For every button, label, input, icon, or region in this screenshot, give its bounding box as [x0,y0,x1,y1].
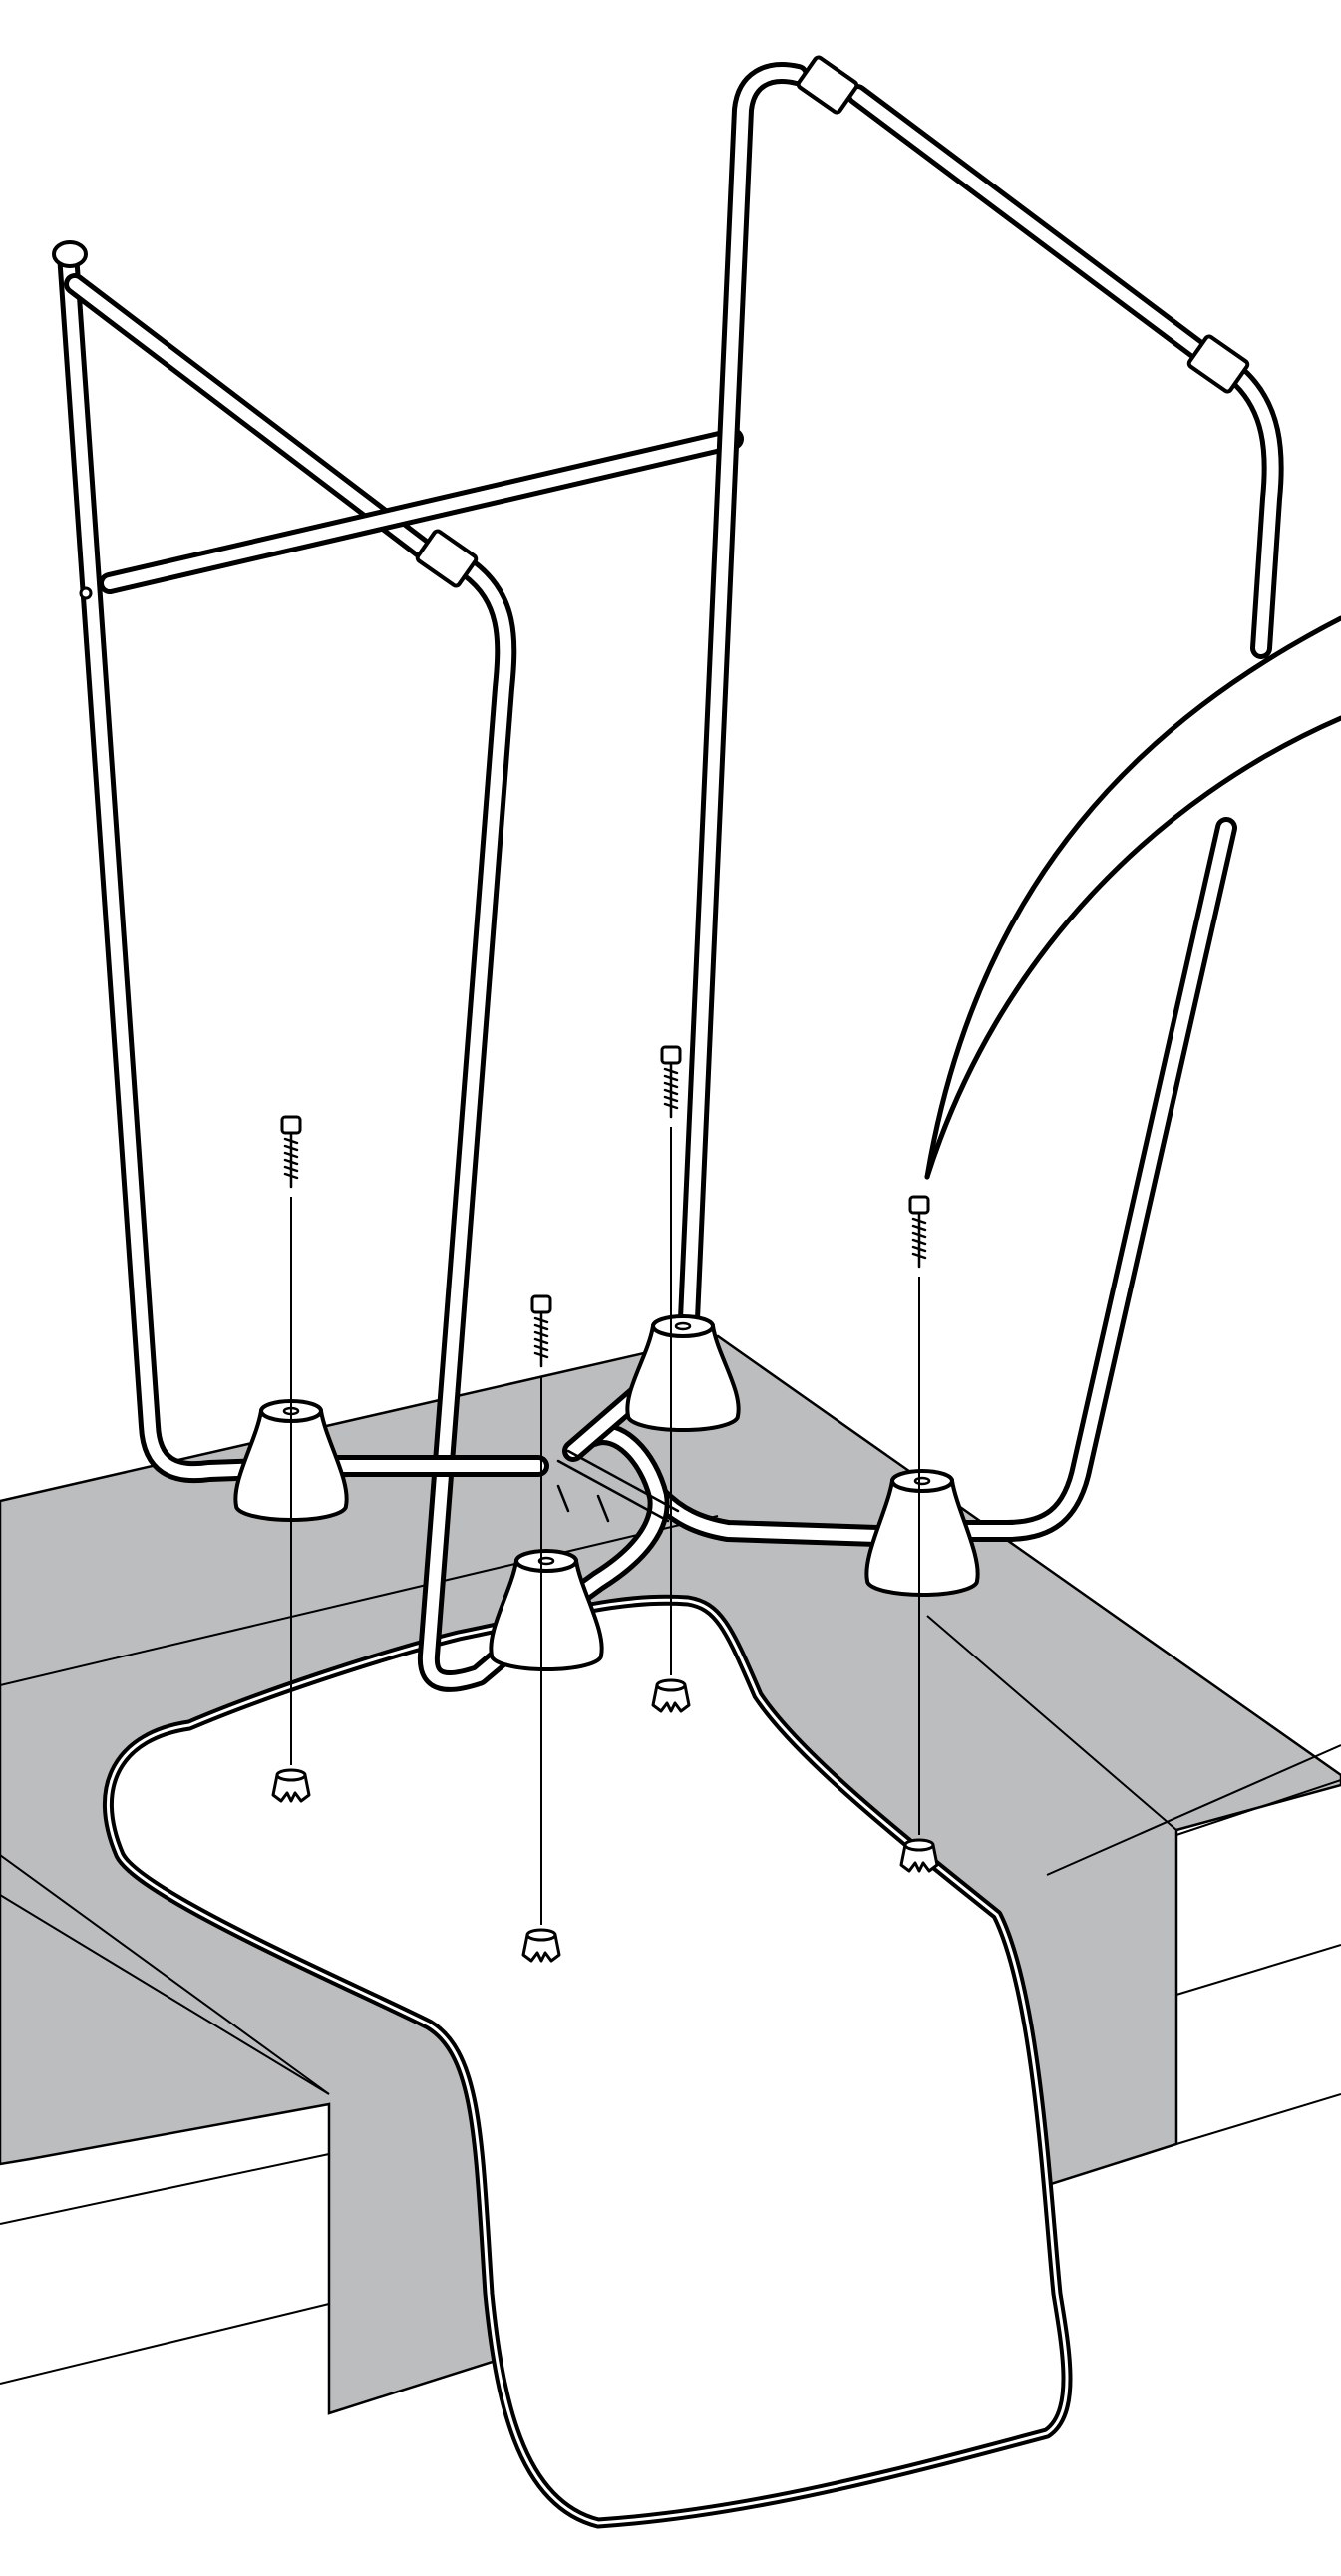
frame-right-outer-leg-in [1235,373,1279,654]
screw-head [280,1115,302,1135]
joint-connector-left [415,529,479,588]
threaded-insert [521,1928,561,1963]
frame-right-outer-leg-lower-in [931,822,1232,1537]
table-edge-right [1175,1779,1341,1836]
threaded-insert [271,1768,311,1803]
frame-top-left-cap [52,240,88,268]
back-arc-inner [924,715,1341,1180]
table-edge-left-bottom [0,2303,330,2385]
seat-shell-body [108,1600,1068,2523]
glide-hole [537,1556,555,1566]
table-edge-right-low [1175,1944,1341,1996]
frame-left-leg-in [62,248,355,1479]
screw-head [660,1045,682,1065]
frame-front-leg-in [422,562,549,1687]
frame-right-outer-leg-lower [926,817,1237,1542]
glide-hole [913,1476,931,1486]
frame-peg-dot [79,586,93,600]
table-crease-4 [0,1854,330,2095]
frame-middle-crank-in [537,1428,665,1627]
glide-body [864,1479,980,1597]
threaded-insert [651,1678,691,1713]
frame-bracket-plate [556,1449,680,1523]
fastener-2 [521,1294,561,1963]
table-crease-1 [0,1515,719,1686]
frame-right-back-leg [677,62,809,1352]
table-edge-left-low [0,2153,330,2225]
frame-top-right-rail-in [851,89,1202,355]
fastener-group [271,1045,939,1963]
joint-connector-right [1186,334,1250,394]
table-edge-left [0,1894,330,2095]
table-edge-right-bottom [1175,2093,1341,2145]
seat-back-arc [924,615,1341,1180]
frame-left-top-rail-in [69,278,435,559]
screw-head [908,1195,930,1215]
glide-2 [489,1549,604,1671]
glide-hole [674,1321,692,1331]
seat-shell-rim-highlight [106,1598,1069,2525]
fastener-4 [899,1195,939,1873]
joint-connector-top [796,55,859,115]
glide-group [233,1314,980,1671]
table-crease-3 [1046,1744,1341,1876]
seat-shell [102,1594,1073,2529]
frame-cross-bar-in [104,433,739,589]
glide-body [489,1559,604,1671]
glide-3 [625,1314,741,1432]
fastener-3 [651,1045,691,1713]
threaded-insert [899,1838,939,1873]
fastener-1 [271,1115,311,1803]
glide-4 [864,1469,980,1597]
screw-head [530,1294,552,1314]
table-crease-2 [926,1615,1177,1831]
frame-right-back-leg-in [682,67,804,1347]
back-arc-outer [924,615,1341,1180]
glide-body [625,1324,741,1432]
